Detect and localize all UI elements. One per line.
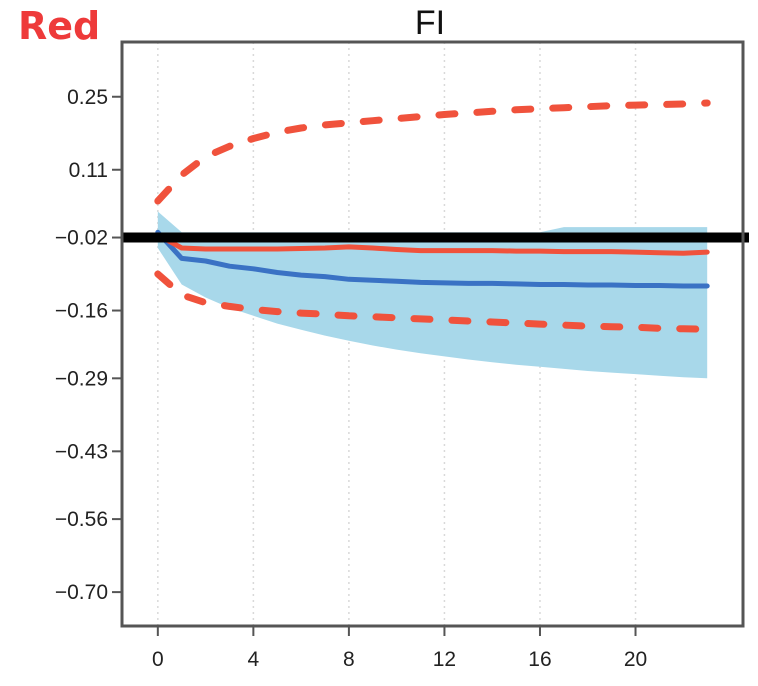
y-tick-label-5: −0.43 bbox=[55, 440, 108, 463]
red-response-line bbox=[155, 232, 710, 256]
x-axis: 0 4 8 12 16 20 bbox=[152, 626, 647, 671]
x-tick-label-1: 4 bbox=[248, 648, 260, 671]
y-tick-label-2: −0.02 bbox=[55, 227, 108, 250]
corner-label: Red bbox=[18, 4, 101, 48]
x-tick-label-5: 20 bbox=[624, 648, 647, 671]
x-tick-label-0: 0 bbox=[152, 648, 164, 671]
series-layer bbox=[154, 99, 711, 333]
chart-title: FI bbox=[415, 4, 445, 42]
y-tick-label-6: −0.56 bbox=[55, 508, 108, 531]
y-tick-label-0: 0.25 bbox=[67, 86, 108, 109]
y-tick-label-4: −0.29 bbox=[55, 367, 108, 390]
blue-response-line bbox=[155, 229, 710, 289]
y-tick-label-7: −0.70 bbox=[55, 581, 108, 604]
y-tick-label-1: 0.11 bbox=[69, 159, 108, 182]
y-axis: 0.25 0.11 −0.02 −0.16 −0.29 −0.43 −0.56 −0.70 bbox=[55, 86, 122, 604]
x-tick-label-3: 12 bbox=[433, 648, 456, 671]
y-tick-label-3: −0.16 bbox=[55, 300, 108, 323]
x-tick-label-4: 16 bbox=[528, 648, 551, 671]
plot-frame bbox=[120, 40, 745, 628]
red-upper-dashed-line bbox=[154, 99, 711, 205]
x-tick-label-2: 8 bbox=[343, 648, 355, 671]
red-lower-dashed-line bbox=[154, 270, 711, 333]
